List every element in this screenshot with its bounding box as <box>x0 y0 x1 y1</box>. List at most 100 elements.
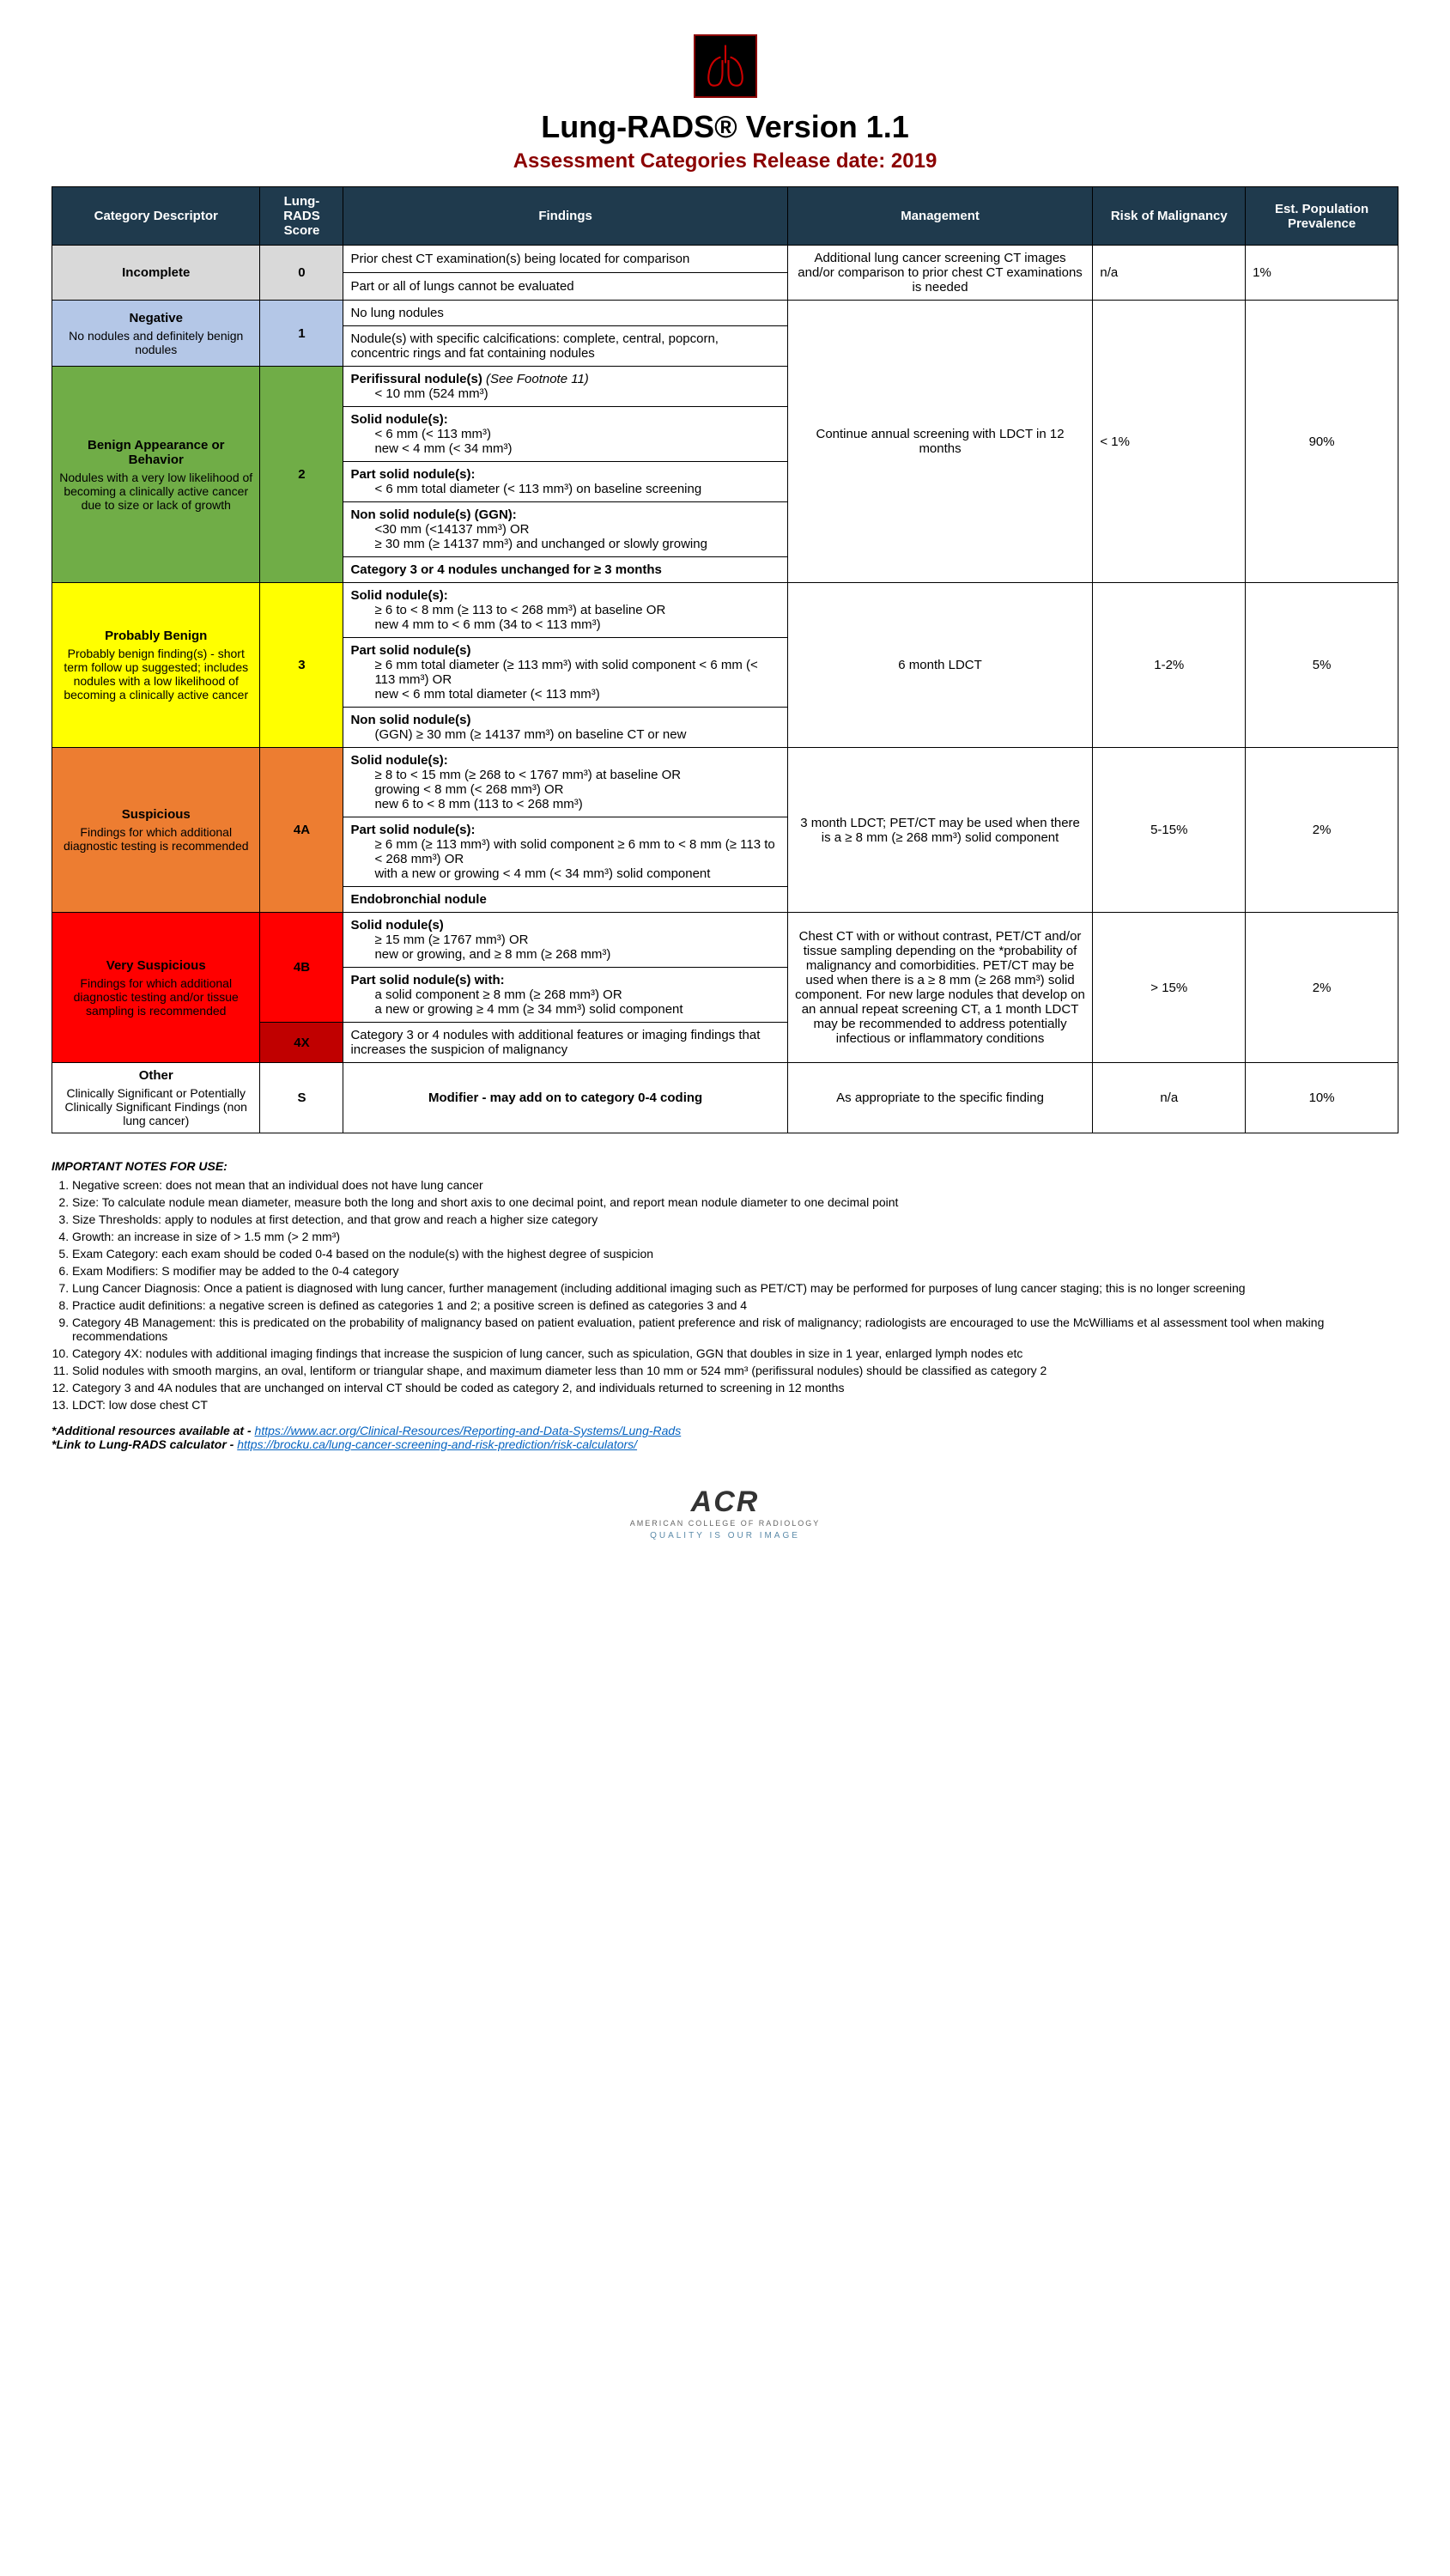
finding-line: growing < 8 mm (< 268 mm³) OR <box>350 782 780 797</box>
row-negative: Negative No nodules and definitely benig… <box>52 301 1398 326</box>
finding-head: Perifissural nodule(s) <box>350 372 482 386</box>
cell-desc: Negative No nodules and definitely benig… <box>52 301 260 367</box>
cell-risk: < 1% <box>1093 301 1246 583</box>
res-link[interactable]: https://brocku.ca/lung-cancer-screening-… <box>237 1437 637 1451</box>
cell-desc: Very Suspicious Findings for which addit… <box>52 913 260 1063</box>
cell-finding: Part or all of lungs cannot be evaluated <box>343 273 787 301</box>
res-link[interactable]: https://www.acr.org/Clinical-Resources/R… <box>255 1424 682 1437</box>
cell-finding: Part solid nodule(s) with: a solid compo… <box>343 968 787 1023</box>
desc-head: Suspicious <box>59 807 252 822</box>
finding-line: new or growing, and ≥ 8 mm (≥ 268 mm³) <box>350 947 780 962</box>
cell-risk: n/a <box>1093 246 1246 301</box>
cell-finding: Prior chest CT examination(s) being loca… <box>343 246 787 273</box>
finding-line: < 10 mm (524 mm³) <box>350 386 780 401</box>
finding-line: new < 4 mm (< 34 mm³) <box>350 441 780 456</box>
cell-finding: Non solid nodule(s) (GGN): <30 mm (<1413… <box>343 502 787 557</box>
cell-risk: 1-2% <box>1093 583 1246 748</box>
cell-score: 0 <box>260 246 343 301</box>
note-item: Size: To calculate nodule mean diameter,… <box>72 1195 1398 1209</box>
col-management: Management <box>787 187 1093 246</box>
finding-line: (GGN) ≥ 30 mm (≥ 14137 mm³) on baseline … <box>350 727 780 742</box>
note-item: Exam Category: each exam should be coded… <box>72 1247 1398 1261</box>
cell-finding: Part solid nodule(s): ≥ 6 mm (≥ 113 mm³)… <box>343 817 787 887</box>
lung-logo <box>52 34 1398 100</box>
cell-prev: 5% <box>1246 583 1398 748</box>
notes-title: IMPORTANT NOTES FOR USE: <box>52 1159 1398 1173</box>
cell-finding: Modifier - may add on to category 0-4 co… <box>343 1063 787 1133</box>
finding-line: a solid component ≥ 8 mm (≥ 268 mm³) OR <box>350 987 780 1002</box>
desc-sub: Clinically Significant or Potentially Cl… <box>59 1086 252 1127</box>
finding-line: new 4 mm to < 6 mm (34 to < 113 mm³) <box>350 617 780 632</box>
lungrads-table: Category Descriptor Lung-RADS Score Find… <box>52 186 1398 1133</box>
cell-finding: Non solid nodule(s) (GGN) ≥ 30 mm (≥ 141… <box>343 708 787 748</box>
note-item: Lung Cancer Diagnosis: Once a patient is… <box>72 1281 1398 1295</box>
cell-risk: n/a <box>1093 1063 1246 1133</box>
cell-finding: No lung nodules <box>343 301 787 326</box>
finding-line: < 6 mm (< 113 mm³) <box>350 427 780 441</box>
header-row: Category Descriptor Lung-RADS Score Find… <box>52 187 1398 246</box>
note-item: Category 4B Management: this is predicat… <box>72 1315 1398 1343</box>
cell-risk: 5-15% <box>1093 748 1246 913</box>
desc-sub: Findings for which additional diagnostic… <box>59 825 252 853</box>
desc-head: Benign Appearance or Behavior <box>59 438 252 467</box>
res-label: *Link to Lung-RADS calculator - <box>52 1437 237 1451</box>
desc-head: Other <box>59 1068 252 1083</box>
desc-head: Negative <box>59 311 252 325</box>
cell-score: S <box>260 1063 343 1133</box>
finding-line: a new or growing ≥ 4 mm (≥ 34 mm³) solid… <box>350 1002 780 1017</box>
cell-score: 4A <box>260 748 343 913</box>
finding-line: new < 6 mm total diameter (< 113 mm³) <box>350 687 780 702</box>
desc-head: Very Suspicious <box>59 958 252 973</box>
cell-desc: Incomplete <box>52 246 260 301</box>
finding-line: ≥ 30 mm (≥ 14137 mm³) and unchanged or s… <box>350 537 780 551</box>
note-item: Solid nodules with smooth margins, an ov… <box>72 1364 1398 1377</box>
cell-finding: Part solid nodule(s) ≥ 6 mm total diamet… <box>343 638 787 708</box>
page-title: Lung-RADS® Version 1.1 <box>52 109 1398 145</box>
finding-head: Solid nodule(s): <box>350 588 447 603</box>
acr-text: ACR <box>52 1485 1398 1519</box>
cell-score: 3 <box>260 583 343 748</box>
cell-desc: Suspicious Findings for which additional… <box>52 748 260 913</box>
finding-line: ≥ 15 mm (≥ 1767 mm³) OR <box>350 933 780 947</box>
col-prevalence: Est. Population Prevalence <box>1246 187 1398 246</box>
cell-mgmt: Chest CT with or without contrast, PET/C… <box>787 913 1093 1063</box>
note-item: Exam Modifiers: S modifier may be added … <box>72 1264 1398 1278</box>
note-item: Category 4X: nodules with additional ima… <box>72 1346 1398 1360</box>
cell-desc: Other Clinically Significant or Potentia… <box>52 1063 260 1133</box>
acr-sub2: QUALITY IS OUR IMAGE <box>52 1531 1398 1540</box>
cell-finding: Solid nodule(s): ≥ 8 to < 15 mm (≥ 268 t… <box>343 748 787 817</box>
cell-prev: 1% <box>1246 246 1398 301</box>
cell-finding: Category 3 or 4 nodules unchanged for ≥ … <box>343 557 787 583</box>
finding-head: Non solid nodule(s) <box>350 713 470 727</box>
cell-score: 4B <box>260 913 343 1023</box>
finding-line: with a new or growing < 4 mm (< 34 mm³) … <box>350 866 780 881</box>
cell-finding: Nodule(s) with specific calcifications: … <box>343 326 787 367</box>
finding-line: new 6 to < 8 mm (113 to < 268 mm³) <box>350 797 780 811</box>
cell-score: 2 <box>260 367 343 583</box>
note-item: Size Thresholds: apply to nodules at fir… <box>72 1212 1398 1226</box>
page-subtitle: Assessment Categories Release date: 2019 <box>52 149 1398 173</box>
cell-finding: Part solid nodule(s): < 6 mm total diame… <box>343 462 787 502</box>
col-findings: Findings <box>343 187 787 246</box>
acr-logo: ACR AMERICAN COLLEGE OF RADIOLOGY QUALIT… <box>52 1485 1398 1540</box>
finding-head: Solid nodule(s): <box>350 412 447 427</box>
cell-finding: Endobronchial nodule <box>343 887 787 913</box>
important-notes: IMPORTANT NOTES FOR USE: Negative screen… <box>52 1159 1398 1451</box>
cell-score: 1 <box>260 301 343 367</box>
cell-mgmt: 3 month LDCT; PET/CT may be used when th… <box>787 748 1093 913</box>
cell-mgmt: Additional lung cancer screening CT imag… <box>787 246 1093 301</box>
res-label: *Additional resources available at - <box>52 1424 255 1437</box>
cell-finding: Category 3 or 4 nodules with additional … <box>343 1023 787 1063</box>
cell-desc: Benign Appearance or Behavior Nodules wi… <box>52 367 260 583</box>
cell-finding: Solid nodule(s): ≥ 6 to < 8 mm (≥ 113 to… <box>343 583 787 638</box>
desc-sub: No nodules and definitely benign nodules <box>59 329 252 356</box>
cell-mgmt: As appropriate to the specific finding <box>787 1063 1093 1133</box>
finding-line: <30 mm (<14137 mm³) OR <box>350 522 780 537</box>
row-very-suspicious: Very Suspicious Findings for which addit… <box>52 913 1398 968</box>
cell-score: 4X <box>260 1023 343 1063</box>
desc-sub: Findings for which additional diagnostic… <box>59 976 252 1018</box>
note-item: Growth: an increase in size of > 1.5 mm … <box>72 1230 1398 1243</box>
cell-desc: Probably Benign Probably benign finding(… <box>52 583 260 748</box>
col-descriptor: Category Descriptor <box>52 187 260 246</box>
row-suspicious: Suspicious Findings for which additional… <box>52 748 1398 817</box>
